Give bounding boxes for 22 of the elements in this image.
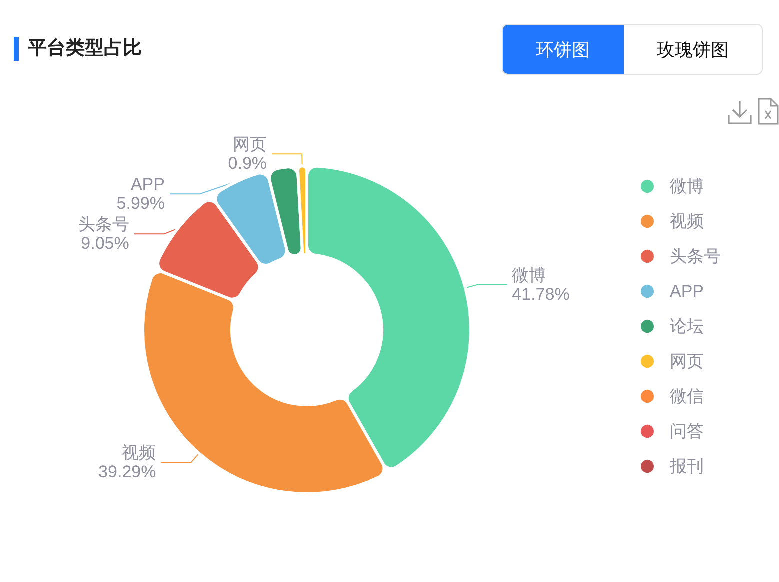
legend-label: 报刊	[669, 457, 704, 476]
slice-label: 头条号	[78, 215, 130, 234]
data-label: 0.9%	[228, 154, 268, 174]
tab-button[interactable]: 玫瑰饼图	[623, 25, 762, 74]
data-label: 5.99%	[116, 194, 165, 214]
slice-label: 网页	[233, 135, 268, 154]
slice-label: 微博	[512, 266, 546, 286]
chart-title: 平台类型占比	[28, 36, 142, 61]
tab-button[interactable]: 环饼图	[503, 25, 623, 74]
legend-label: 微信	[670, 387, 704, 406]
slice-label: 视频	[122, 444, 156, 463]
legend-label: 微博	[670, 177, 704, 196]
data-label: 9.05%	[81, 234, 130, 254]
data-label: 39.29%	[98, 462, 156, 482]
legend-label: 网页	[670, 352, 704, 371]
legend-label: 论坛	[670, 317, 704, 336]
legend-label: 视频	[670, 212, 704, 231]
legend-label: 问答	[670, 422, 704, 441]
slice-label: APP	[130, 175, 165, 194]
legend-label: 头条号	[670, 247, 721, 266]
legend-label: APP	[670, 282, 704, 301]
data-label: 41.78%	[512, 285, 570, 304]
